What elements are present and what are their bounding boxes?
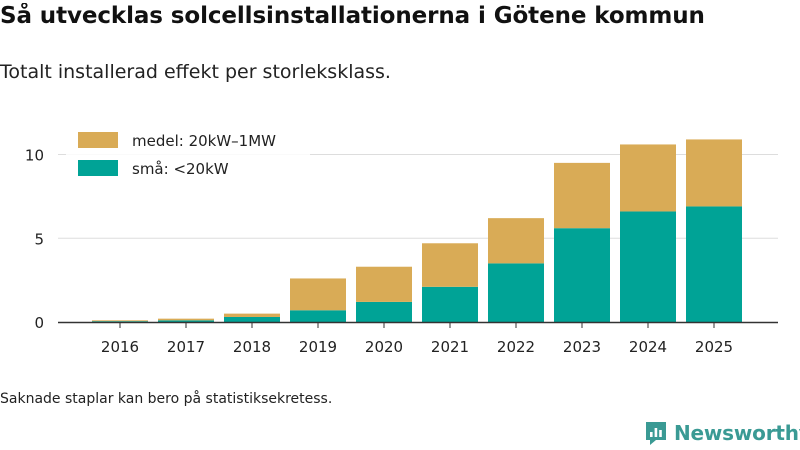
bar-sma-2022 <box>488 263 544 322</box>
x-tick-label: 2024 <box>629 338 667 356</box>
bar-sma-2017 <box>158 320 214 322</box>
bar-sma-2025 <box>686 206 742 322</box>
bar-medel-2022 <box>488 218 544 264</box>
x-tick-label: 2020 <box>365 338 403 356</box>
bar-medel-2025 <box>686 139 742 207</box>
brand-name: Newsworthy <box>674 421 800 445</box>
x-tick-label: 2016 <box>101 338 139 356</box>
y-tick-label: 0 <box>34 314 44 332</box>
bar-sma-2020 <box>356 301 412 322</box>
chart-subtitle: Totalt installerad effekt per storlekskl… <box>0 61 391 83</box>
bar-sma-2024 <box>620 211 676 322</box>
y-tick-label: 10 <box>25 147 44 165</box>
legend-swatch-sma <box>78 160 118 176</box>
bar-medel-2018 <box>224 313 280 317</box>
legend-swatch-medel <box>78 132 118 148</box>
stacked-bar-chart: 0 5 10 2016 2017 2018 2019 2020 2021 2022 2023 202… <box>25 126 778 356</box>
bar-medel-2019 <box>290 278 346 311</box>
newsworthy-logo-icon <box>646 422 666 445</box>
x-tick-label: 2025 <box>695 338 733 356</box>
legend-label: medel: 20kW–1MW <box>132 132 276 150</box>
footnote: Saknade staplar kan bero på statistiksek… <box>0 391 333 407</box>
x-tick-label: 2019 <box>299 338 337 356</box>
x-tick-label: 2023 <box>563 338 601 356</box>
bar-medel-2016 <box>92 320 148 322</box>
bar-medel-2017 <box>158 318 214 321</box>
bars <box>92 139 742 322</box>
legend: medel: 20kW–1MW små: <20kW <box>66 126 310 188</box>
y-tick-labels: 0 5 10 <box>25 147 44 333</box>
y-tick-label: 5 <box>34 230 44 248</box>
newsworthy-logo: Newsworthy <box>644 420 800 446</box>
bar-medel-2024 <box>620 144 676 212</box>
bar-sma-2019 <box>290 310 346 322</box>
bar-sma-2016 <box>92 321 148 322</box>
x-tick-labels: 2016 2017 2018 2019 2020 2021 2022 2023 2024 2025 <box>101 322 733 356</box>
legend-label: små: <20kW <box>132 160 229 178</box>
bar-medel-2020 <box>356 266 412 302</box>
bar-sma-2018 <box>224 316 280 322</box>
x-tick-label: 2022 <box>497 338 535 356</box>
chart-title: Så utvecklas solcellsinstallationerna i … <box>0 3 705 29</box>
bar-medel-2023 <box>554 162 610 229</box>
bar-medel-2021 <box>422 243 478 287</box>
x-tick-label: 2018 <box>233 338 271 356</box>
x-tick-label: 2021 <box>431 338 469 356</box>
x-tick-label: 2017 <box>167 338 205 356</box>
bar-sma-2023 <box>554 228 610 322</box>
bar-sma-2021 <box>422 286 478 322</box>
